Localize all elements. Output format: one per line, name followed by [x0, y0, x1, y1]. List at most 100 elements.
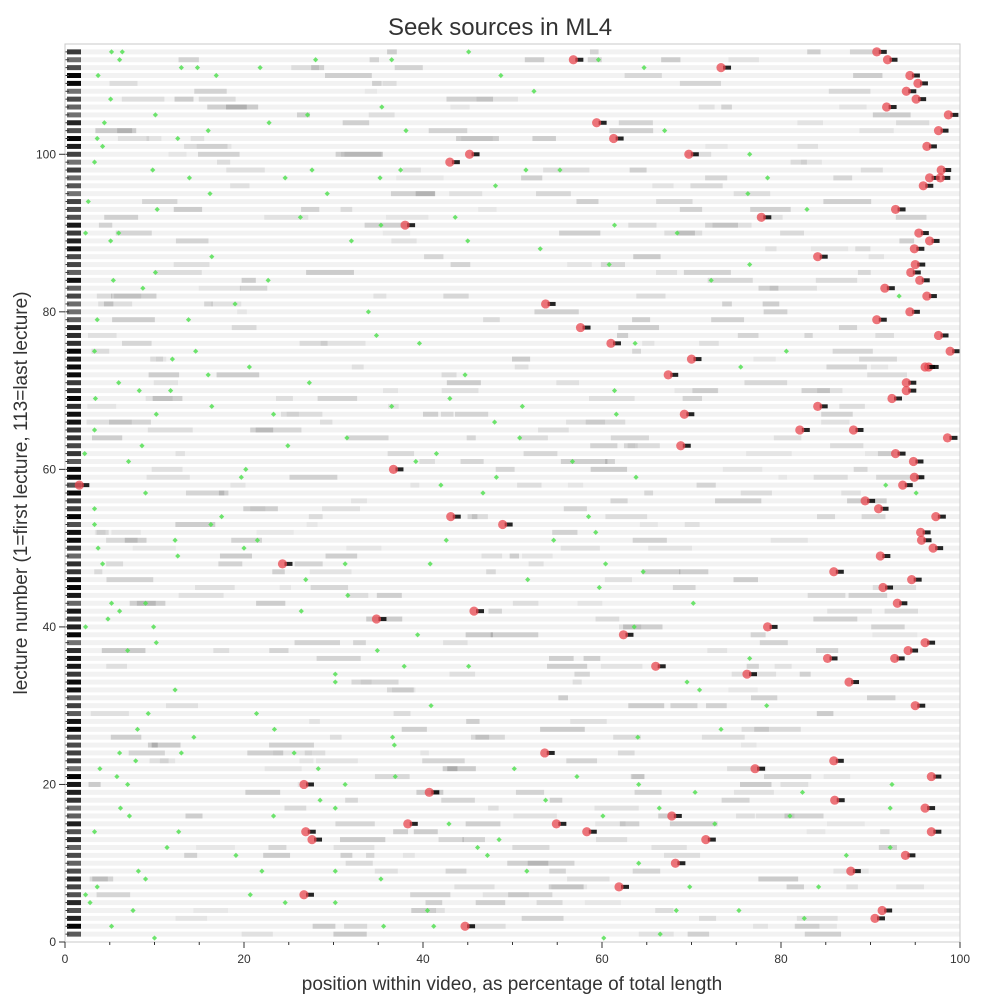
red-circle-point	[756, 212, 766, 222]
lecture-row-segment	[309, 569, 352, 575]
axis-ticks: 0 20 40 60 80 100 0 20 40 60 80 100	[36, 147, 970, 966]
lecture-row-segment	[715, 498, 762, 504]
green-diamond-point	[130, 907, 136, 914]
lecture-row-band	[80, 537, 960, 543]
seek-bar-mark	[911, 309, 920, 314]
green-diamond-point	[140, 285, 146, 291]
lecture-start-mark	[67, 167, 81, 173]
red-circle-point	[445, 157, 455, 167]
lecture-start-mark	[67, 301, 81, 307]
green-diamond-point	[241, 545, 247, 551]
lecture-row-segment	[736, 813, 755, 819]
lecture-row-segment	[804, 332, 813, 338]
lecture-row-segment	[226, 104, 259, 110]
red-circle-point	[676, 441, 686, 451]
lecture-start-mark	[67, 364, 81, 370]
lecture-row-segment	[385, 214, 429, 220]
lecture-row-segment	[218, 490, 229, 496]
lecture-row-band	[80, 104, 960, 110]
lecture-row-segment	[658, 813, 675, 819]
lecture-row-segment	[780, 230, 805, 236]
lecture-start-mark	[67, 159, 81, 165]
lecture-row-segment	[833, 175, 853, 181]
lecture-row-segment	[460, 458, 484, 464]
green-diamond-point	[114, 773, 120, 780]
green-diamond-point	[139, 443, 145, 449]
lecture-start-mark	[67, 332, 81, 338]
lecture-row-segment	[594, 805, 639, 811]
lecture-row-segment	[740, 742, 757, 748]
lecture-start-mark	[67, 285, 81, 291]
seek-bar-mark	[407, 223, 416, 228]
lecture-row-band	[80, 711, 960, 717]
lecture-row-segment	[560, 545, 600, 551]
lecture-row-band	[80, 80, 960, 86]
lecture-start-mark	[67, 640, 81, 646]
lecture-row-segment	[589, 49, 599, 55]
green-diamond-point	[101, 120, 107, 126]
lecture-start-mark	[67, 403, 81, 409]
lecture-row-segment	[807, 592, 846, 598]
green-diamond-point	[82, 230, 89, 236]
lecture-row-segment	[441, 372, 457, 378]
lecture-row-band	[80, 183, 960, 189]
seek-bar-mark	[876, 916, 885, 921]
lecture-row-band	[80, 96, 960, 102]
lecture-start-mark	[67, 348, 81, 354]
lecture-row-segment	[344, 151, 383, 157]
red-circle-point	[829, 756, 839, 766]
red-circle-point	[742, 669, 752, 679]
lecture-row-segment	[454, 411, 489, 417]
lecture-start-mark	[67, 860, 81, 866]
red-circle-point	[609, 133, 619, 144]
green-diamond-point	[315, 766, 321, 772]
lecture-row-segment	[632, 317, 651, 323]
lecture-row-segment	[204, 301, 213, 307]
lecture-row-segment	[513, 813, 557, 819]
seek-bar-mark	[913, 577, 922, 582]
lecture-row-segment	[106, 577, 154, 583]
seek-bar-mark	[451, 160, 460, 165]
red-circle-point	[928, 543, 938, 553]
seek-bar-mark	[682, 443, 691, 448]
lecture-row-segment	[475, 734, 490, 740]
green-diamond-point	[466, 663, 472, 669]
lecture-row-segment	[679, 569, 709, 575]
seek-bar-mark	[588, 829, 597, 834]
lecture-row-segment	[872, 585, 917, 591]
lecture-row-segment	[877, 451, 894, 457]
green-diamond-point	[574, 773, 580, 780]
red-circle-point	[424, 787, 434, 797]
lecture-row-segment	[175, 522, 216, 528]
green-diamond-point	[270, 813, 277, 819]
green-diamond-point	[285, 443, 291, 449]
lecture-row-segment	[333, 844, 375, 850]
lecture-row-segment	[442, 766, 476, 772]
lecture-row-segment	[106, 537, 138, 543]
lecture-row-segment	[280, 411, 323, 417]
lecture-row-segment	[151, 742, 181, 748]
lecture-row-segment	[237, 309, 247, 315]
green-diamond-point	[91, 829, 98, 835]
red-circle-point	[892, 598, 902, 608]
lecture-row-segment	[624, 73, 662, 79]
lecture-row-segment	[304, 750, 326, 756]
lecture-row-segment	[664, 230, 703, 236]
green-diamond-point	[309, 167, 315, 173]
seek-bar-mark	[657, 664, 666, 669]
lecture-row-segment	[707, 277, 753, 283]
lecture-row-segment	[364, 222, 409, 228]
lecture-row-segment	[456, 136, 499, 142]
seek-bar-mark	[693, 357, 702, 362]
lecture-row-segment	[648, 545, 693, 551]
lecture-start-mark	[67, 687, 81, 693]
lecture-row-segment	[196, 143, 232, 149]
lecture-start-mark	[67, 750, 81, 756]
lecture-row-segment	[346, 592, 369, 598]
lecture-row-band	[80, 356, 960, 362]
seek-bar-mark	[899, 601, 908, 606]
lecture-seek-heat-rows	[67, 49, 960, 937]
green-diamond-point	[169, 356, 175, 362]
seek-bar-mark	[757, 766, 766, 771]
lecture-row-segment	[521, 915, 564, 921]
